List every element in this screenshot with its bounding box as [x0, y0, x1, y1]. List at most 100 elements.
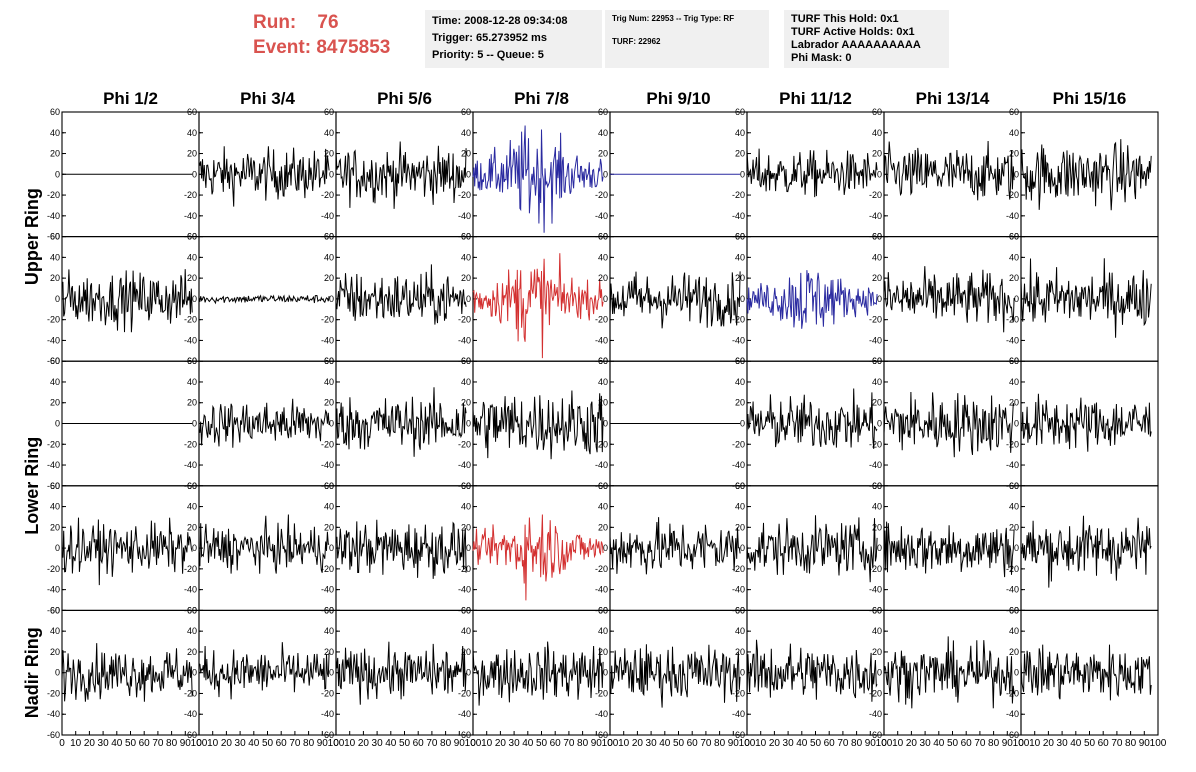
- y-tick-label: -40: [321, 211, 334, 221]
- y-tick-label: 40: [187, 128, 197, 138]
- y-tick-label: -40: [595, 585, 608, 595]
- y-tick-label: 20: [461, 647, 471, 657]
- y-tick-label: 40: [461, 502, 471, 512]
- y-tick-label: -20: [732, 564, 745, 574]
- x-tick-label: 90: [1139, 738, 1151, 749]
- x-tick-label: 30: [372, 738, 384, 749]
- y-tick-label: -20: [321, 439, 334, 449]
- x-tick-label: 20: [495, 738, 507, 749]
- x-tick-label: 60: [687, 738, 699, 749]
- x-tick-label: 40: [659, 738, 671, 749]
- y-tick-label: -40: [1006, 460, 1019, 470]
- x-tick-label: 90: [728, 738, 740, 749]
- y-tick-label: 60: [461, 232, 471, 242]
- y-tick-label: 60: [1009, 107, 1019, 117]
- x-tick-label: 50: [947, 738, 959, 749]
- event-value: 8475853: [316, 37, 391, 58]
- waveform-trace: [746, 515, 878, 583]
- y-tick-label: -20: [458, 190, 471, 200]
- y-tick-label: -40: [184, 460, 197, 470]
- y-tick-label: 60: [1009, 232, 1019, 242]
- event-label: Event:: [253, 37, 312, 58]
- y-tick-label: 40: [735, 626, 745, 636]
- y-tick-label: 0: [55, 294, 60, 304]
- y-tick-label: 0: [192, 668, 197, 678]
- y-tick-label: -40: [732, 335, 745, 345]
- x-tick-label: 100: [465, 738, 482, 749]
- y-tick-label: 40: [872, 252, 882, 262]
- panel-frame: [61, 609, 200, 736]
- waveform-trace: [198, 294, 330, 305]
- y-tick-label: -40: [321, 460, 334, 470]
- y-tick-label: 60: [598, 481, 608, 491]
- turf-active-holds-text: TURF Active Holds: 0x1: [791, 26, 915, 38]
- y-tick-label: 60: [50, 356, 60, 366]
- y-tick-label: -40: [321, 709, 334, 719]
- x-tick-label: 30: [235, 738, 247, 749]
- y-tick-label: 60: [735, 232, 745, 242]
- event-row: Event: 8475853: [253, 35, 390, 60]
- y-tick-label: 40: [1009, 128, 1019, 138]
- x-tick-label: 50: [673, 738, 685, 749]
- y-tick-label: -20: [595, 315, 608, 325]
- y-tick-label: 20: [1009, 522, 1019, 532]
- y-tick-label: 60: [324, 356, 334, 366]
- y-tick-label: 60: [324, 605, 334, 615]
- x-tick-label: 100: [876, 738, 893, 749]
- y-tick-label: 20: [598, 273, 608, 283]
- waveform-trace: [472, 514, 604, 601]
- y-tick-label: 20: [461, 398, 471, 408]
- x-tick-label: 0: [744, 738, 750, 749]
- x-tick-label: 60: [276, 738, 288, 749]
- x-tick-label: 40: [385, 738, 397, 749]
- y-tick-label: -40: [47, 709, 60, 719]
- y-tick-label: 20: [872, 522, 882, 532]
- y-tick-label: -20: [1006, 564, 1019, 574]
- x-tick-label: 100: [1013, 738, 1030, 749]
- y-tick-label: -20: [458, 688, 471, 698]
- y-tick-label: 20: [1009, 273, 1019, 283]
- y-tick-label: -20: [184, 688, 197, 698]
- y-tick-label: -40: [184, 585, 197, 595]
- y-tick-label: 60: [735, 605, 745, 615]
- y-tick-label: -20: [595, 439, 608, 449]
- waveform-trace: [61, 269, 193, 333]
- y-tick-label: 60: [598, 605, 608, 615]
- y-tick-label: 0: [329, 543, 334, 553]
- y-tick-label: -20: [869, 439, 882, 449]
- y-tick-label: 0: [466, 543, 471, 553]
- y-tick-label: 40: [1009, 252, 1019, 262]
- waveform-trace: [746, 388, 878, 449]
- x-tick-label: 10: [755, 738, 767, 749]
- x-tick-label: 0: [881, 738, 887, 749]
- x-tick-label: 10: [1029, 738, 1041, 749]
- y-tick-label: 40: [598, 626, 608, 636]
- x-tick-label: 30: [98, 738, 110, 749]
- y-tick-label: 0: [192, 543, 197, 553]
- y-tick-label: -20: [47, 315, 60, 325]
- y-tick-label: -20: [47, 564, 60, 574]
- x-tick-label: 90: [1002, 738, 1014, 749]
- column-title: Phi 11/12: [779, 89, 852, 108]
- run-value: 76: [317, 12, 339, 33]
- y-tick-label: 20: [50, 647, 60, 657]
- y-tick-label: -40: [732, 709, 745, 719]
- y-tick-label: -20: [321, 688, 334, 698]
- x-tick-label: 60: [1098, 738, 1110, 749]
- y-tick-label: -20: [47, 439, 60, 449]
- y-tick-label: 20: [187, 522, 197, 532]
- y-tick-label: 20: [872, 398, 882, 408]
- y-tick-label: 40: [187, 626, 197, 636]
